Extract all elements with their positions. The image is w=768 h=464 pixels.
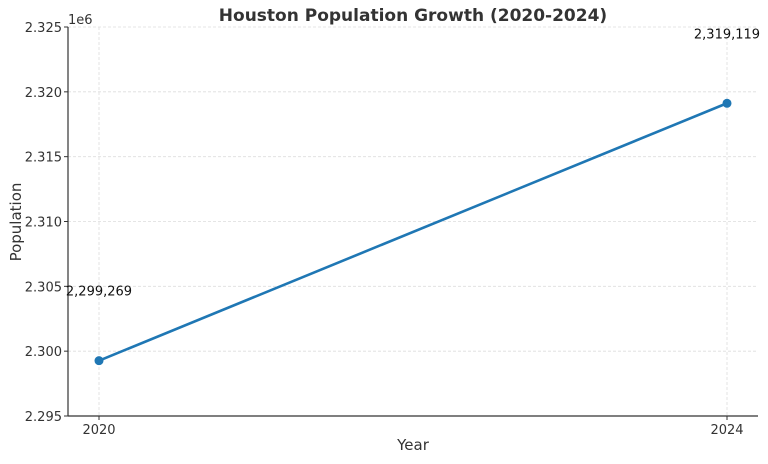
y-tick-label: 2.315 xyxy=(25,151,62,166)
x-tick-label: 2020 xyxy=(82,423,115,438)
y-ticks: 2.295 2.300 2.305 2.310 2.315 2.320 2.325 xyxy=(25,21,68,425)
chart-title: Houston Population Growth (2020-2024) xyxy=(219,6,607,26)
data-point xyxy=(722,98,732,108)
y-tick-label: 2.295 xyxy=(25,410,62,425)
series-line xyxy=(98,102,728,362)
series xyxy=(94,98,732,366)
y-tick-label: 2.310 xyxy=(25,216,62,231)
data-label: 2,299,269 xyxy=(66,285,132,300)
data-label: 2,319,119 xyxy=(694,27,760,42)
data-labels: 2,299,269 2,319,119 xyxy=(66,27,760,299)
y-tick-label: 2.300 xyxy=(25,345,62,360)
y-tick-label: 2.325 xyxy=(25,21,62,36)
x-axis-label: Year xyxy=(396,436,430,454)
x-ticks: 2020 2024 xyxy=(82,416,744,438)
grid xyxy=(68,26,758,417)
y-offset-label: 1e6 xyxy=(68,13,93,28)
data-point xyxy=(94,356,104,366)
x-tick-label: 2024 xyxy=(710,423,743,438)
y-axis-label: Population xyxy=(7,183,25,262)
y-tick-label: 2.305 xyxy=(25,280,62,295)
y-tick-label: 2.320 xyxy=(25,86,62,101)
